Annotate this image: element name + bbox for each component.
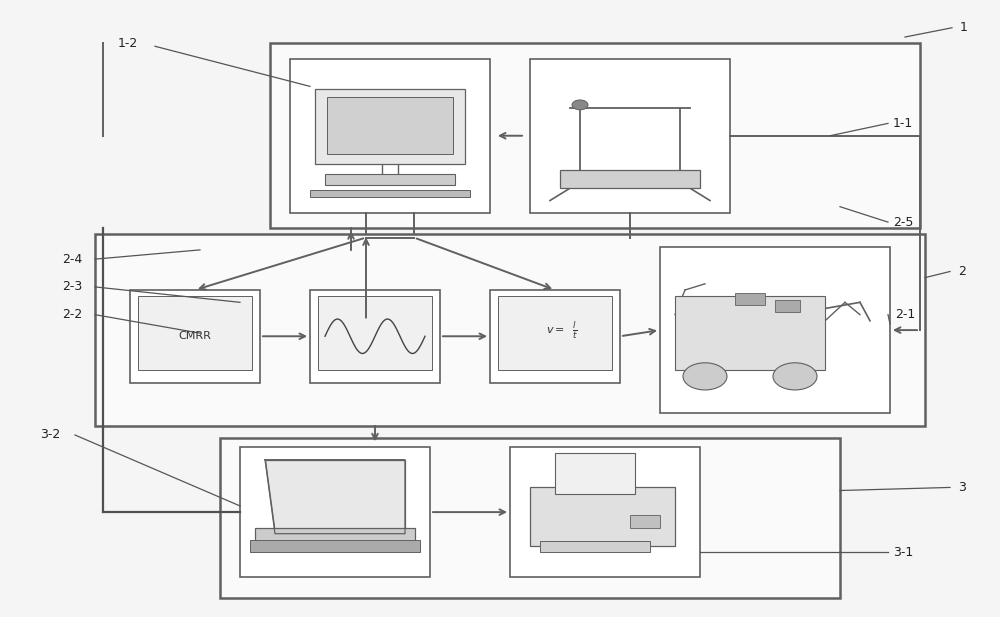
FancyBboxPatch shape — [540, 541, 650, 552]
FancyBboxPatch shape — [315, 89, 465, 164]
FancyBboxPatch shape — [138, 296, 252, 370]
FancyBboxPatch shape — [675, 296, 825, 370]
FancyBboxPatch shape — [290, 59, 490, 213]
FancyBboxPatch shape — [630, 515, 660, 528]
Text: CMRR: CMRR — [179, 331, 211, 341]
FancyBboxPatch shape — [498, 296, 612, 370]
FancyBboxPatch shape — [490, 290, 620, 383]
Text: 3-1: 3-1 — [893, 545, 913, 559]
FancyBboxPatch shape — [255, 528, 415, 543]
FancyBboxPatch shape — [250, 540, 420, 552]
FancyBboxPatch shape — [660, 247, 890, 413]
Text: 2-5: 2-5 — [893, 215, 913, 229]
Text: 2-3: 2-3 — [62, 280, 82, 294]
Text: 1-1: 1-1 — [893, 117, 913, 130]
Text: 2-2: 2-2 — [62, 308, 82, 321]
Text: 1: 1 — [960, 21, 968, 35]
Circle shape — [572, 100, 588, 110]
Text: 2: 2 — [958, 265, 966, 278]
Text: $v=$: $v=$ — [546, 325, 564, 335]
Text: 3-2: 3-2 — [40, 428, 60, 442]
FancyBboxPatch shape — [510, 447, 700, 577]
FancyBboxPatch shape — [325, 174, 455, 185]
FancyBboxPatch shape — [775, 300, 800, 312]
FancyBboxPatch shape — [270, 43, 920, 228]
FancyBboxPatch shape — [735, 293, 765, 305]
FancyBboxPatch shape — [220, 438, 840, 598]
FancyBboxPatch shape — [560, 170, 700, 188]
FancyBboxPatch shape — [310, 190, 470, 197]
Text: 1-2: 1-2 — [118, 36, 138, 50]
Text: $\frac{l}{t}$: $\frac{l}{t}$ — [572, 320, 578, 341]
Text: 3: 3 — [958, 481, 966, 494]
FancyBboxPatch shape — [318, 296, 432, 370]
FancyBboxPatch shape — [240, 447, 430, 577]
FancyBboxPatch shape — [95, 234, 925, 426]
Text: 2-4: 2-4 — [62, 252, 82, 266]
FancyBboxPatch shape — [130, 290, 260, 383]
FancyBboxPatch shape — [530, 487, 675, 546]
FancyBboxPatch shape — [530, 59, 730, 213]
Circle shape — [683, 363, 727, 390]
Polygon shape — [265, 460, 405, 534]
FancyBboxPatch shape — [310, 290, 440, 383]
Text: 2-1: 2-1 — [895, 308, 915, 321]
FancyBboxPatch shape — [327, 97, 453, 154]
Circle shape — [773, 363, 817, 390]
FancyBboxPatch shape — [555, 453, 635, 494]
